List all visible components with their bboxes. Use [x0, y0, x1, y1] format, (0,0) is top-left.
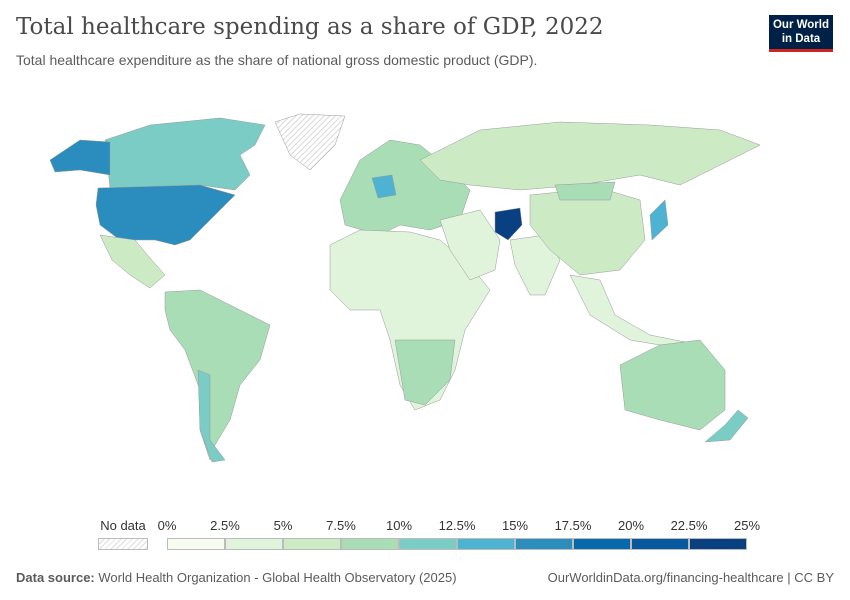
- source-url[interactable]: OurWorldinData.org/financing-healthcare …: [547, 570, 834, 585]
- legend-bin[interactable]: [573, 538, 631, 550]
- data-source: Data source: World Health Organization -…: [16, 570, 457, 585]
- legend-bin[interactable]: [399, 538, 457, 550]
- country-south-america[interactable]: [164, 289, 271, 461]
- legend-bin[interactable]: [631, 538, 689, 550]
- country-southeast-asia[interactable]: [569, 274, 701, 351]
- country-southern-africa[interactable]: [394, 339, 456, 406]
- legend-tick-label: 7.5%: [326, 518, 356, 533]
- legend-bin[interactable]: [457, 538, 515, 550]
- country-middle-east[interactable]: [439, 209, 501, 281]
- legend-tick-label: 15%: [501, 518, 529, 533]
- chart-subtitle: Total healthcare expenditure as the shar…: [16, 52, 538, 68]
- country-china[interactable]: [529, 187, 646, 276]
- legend-no-data-swatch: [98, 538, 148, 550]
- source-label: Data source:: [16, 570, 95, 585]
- legend-tick-label: 10%: [385, 518, 413, 533]
- country-afghanistan[interactable]: [494, 207, 523, 241]
- logo-text: Our World in Data: [772, 19, 829, 45]
- country-japan[interactable]: [649, 199, 669, 241]
- legend-bin[interactable]: [515, 538, 573, 550]
- country-mexico[interactable]: [99, 234, 166, 289]
- legend-tick-label: 12.5%: [438, 518, 476, 533]
- legend-tick-label: 5%: [273, 518, 293, 533]
- legend-tick-label: 0%: [157, 518, 177, 533]
- legend-bin[interactable]: [167, 538, 225, 550]
- country-germany[interactable]: [371, 174, 397, 199]
- world-map: [49, 113, 761, 463]
- chart-title: Total healthcare spending as a share of …: [16, 14, 604, 40]
- country-russia[interactable]: [419, 121, 761, 191]
- country-alaska[interactable]: [49, 139, 111, 176]
- country-greenland[interactable]: [274, 113, 346, 171]
- color-legend: No data 0% 2.5% 5% 7.5% 10% 12.5% 15% 17.5% 20% 2…: [95, 518, 760, 558]
- owid-logo[interactable]: Our World in Data: [769, 15, 833, 52]
- legend-bin[interactable]: [225, 538, 283, 550]
- legend-bin[interactable]: [341, 538, 399, 550]
- country-united-states[interactable]: [95, 184, 236, 246]
- country-mongolia[interactable]: [554, 181, 616, 201]
- legend-tick-label: 22.5%: [670, 518, 708, 533]
- source-text: World Health Organization - Global Healt…: [98, 570, 457, 585]
- legend-bin[interactable]: [283, 538, 341, 550]
- legend-bin[interactable]: [689, 538, 747, 550]
- legend-tick-label: 25%: [733, 518, 761, 533]
- legend-no-data-label: No data: [100, 518, 146, 533]
- country-canada[interactable]: [104, 117, 266, 191]
- country-chile[interactable]: [197, 369, 226, 463]
- country-new-zealand[interactable]: [704, 409, 749, 443]
- legend-tick-label: 17.5%: [554, 518, 592, 533]
- legend-tick-label: 2.5%: [210, 518, 240, 533]
- legend-tick-label: 20%: [617, 518, 645, 533]
- country-australia[interactable]: [619, 339, 726, 431]
